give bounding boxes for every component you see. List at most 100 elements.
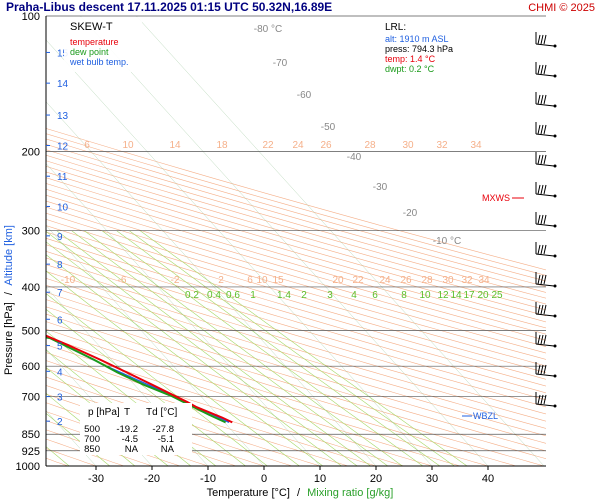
dry-adiabat-line xyxy=(46,177,546,323)
altitude-tick-label: 12 xyxy=(57,142,69,153)
wind-barb xyxy=(535,163,555,167)
adiabat-label: 26 xyxy=(400,275,412,286)
dry-adiabat-line xyxy=(46,212,546,360)
mixing-ratio-line xyxy=(71,230,388,466)
wind-barb xyxy=(537,124,541,135)
adiabat-label: 10 xyxy=(256,275,268,286)
dry-adiabat-line xyxy=(46,138,546,282)
x-tick-label: 20 xyxy=(370,473,382,485)
dry-adiabat-line xyxy=(46,128,546,271)
wind-barb xyxy=(540,64,544,75)
lrl-background xyxy=(380,17,485,77)
wind-barb xyxy=(535,313,555,317)
adiabat-label: -2 xyxy=(171,275,180,286)
wind-barb xyxy=(543,64,547,75)
table-cell-td-500: -27.8 xyxy=(152,424,174,435)
x-tick-label: -30 xyxy=(88,473,104,485)
wind-barb xyxy=(543,214,547,225)
table-cell-td-850: NA xyxy=(161,444,175,455)
wind-barb xyxy=(553,104,557,108)
adiabat-label: 20 xyxy=(332,275,344,286)
mixing-ratio-label: 4 xyxy=(351,290,357,301)
altitude-tick-label: 9 xyxy=(57,232,63,243)
isotherm-label: -20 xyxy=(403,208,418,219)
dry-adiabat-line xyxy=(46,188,546,335)
svg-text:Pressure [hPa] / A: Pressure [hPa] / Altitude [km] xyxy=(3,225,15,375)
wind-barb xyxy=(540,34,544,45)
chart-title: Praha-Libus descent 17.11.2025 01:15 UTC… xyxy=(6,0,332,14)
mixing-ratio-line xyxy=(140,230,468,466)
dry-adiabat-line xyxy=(46,257,546,408)
isotherm-line xyxy=(46,348,153,466)
wetbulb-profile xyxy=(46,335,230,424)
wind-barb xyxy=(537,64,541,75)
isotherm-line xyxy=(136,16,545,466)
legend-item-wetbulb: wet bulb temp. xyxy=(69,57,129,67)
wind-barb xyxy=(553,164,557,168)
dry-adiabat-line xyxy=(46,271,546,422)
x-axis-title-sep: / xyxy=(297,487,301,499)
wind-barb xyxy=(543,394,547,405)
copyright: CHMI © 2025 xyxy=(528,2,595,14)
mixing-ratio-label: 0.2 xyxy=(185,290,199,301)
x-tick-label: 10 xyxy=(314,473,326,485)
x-tick-label: -10 xyxy=(200,473,216,485)
mxws-marker: MXWS xyxy=(482,193,510,203)
mixing-ratio-label: 12 xyxy=(437,290,449,301)
wind-barb xyxy=(540,94,544,105)
lrl-title: LRL: xyxy=(385,22,406,33)
mixing-ratio-line xyxy=(116,230,441,466)
pressure-tick-label: 850 xyxy=(22,429,40,441)
adiabat-label: 14 xyxy=(169,140,181,151)
pressure-tick-label: 700 xyxy=(22,391,40,403)
altitude-tick-label: 5 xyxy=(57,342,63,353)
wind-barb xyxy=(543,184,547,195)
table-cell-td-700: -5.1 xyxy=(158,434,174,445)
table-cell-p-700: 700 xyxy=(84,434,100,445)
wind-barb xyxy=(535,103,555,107)
isotherm-line xyxy=(46,286,209,466)
wind-barb xyxy=(535,253,555,257)
wind-barb xyxy=(535,343,555,347)
table-cell-p-500: 500 xyxy=(84,424,100,435)
wind-barb xyxy=(537,244,541,255)
dry-adiabat-line xyxy=(46,277,546,429)
dry-adiabat-line xyxy=(46,231,546,380)
dry-adiabat-line xyxy=(46,154,546,299)
wind-barb xyxy=(540,334,544,345)
dry-adiabat-line xyxy=(46,206,546,354)
wind-barb xyxy=(540,154,544,165)
isotherm-label: -50 xyxy=(321,122,336,133)
isotherm-label: -60 xyxy=(297,90,312,101)
mixing-ratio-label: 25 xyxy=(491,290,503,301)
adiabat-label: -6 xyxy=(118,275,127,286)
wind-barb xyxy=(553,284,557,288)
altitude-tick-label: 14 xyxy=(57,79,69,90)
dry-adiabat-line xyxy=(46,244,546,394)
adiabat-label: 28 xyxy=(421,275,433,286)
wind-barb xyxy=(543,154,547,165)
mixing-ratio-line xyxy=(46,270,300,466)
mixing-ratio-line xyxy=(46,241,342,466)
altitude-tick-label: 6 xyxy=(57,315,63,326)
wind-barb xyxy=(535,403,555,407)
lrl-press: press: 794.3 hPa xyxy=(385,44,453,54)
altitude-tick-label: 3 xyxy=(57,393,63,404)
dry-adiabat-line xyxy=(46,143,546,288)
mixing-ratio-label: 17 xyxy=(463,290,475,301)
wind-barb xyxy=(540,244,544,255)
mixing-ratio-label: 20 xyxy=(477,290,489,301)
x-tick-label: 0 xyxy=(261,473,267,485)
wind-barb xyxy=(543,124,547,135)
mixing-ratio-label: 14 xyxy=(450,290,462,301)
wind-barb xyxy=(540,274,544,285)
wind-barb xyxy=(553,254,557,258)
wind-barb xyxy=(553,404,557,408)
mixing-ratio-label: 2 xyxy=(301,290,307,301)
wind-barb xyxy=(537,274,541,285)
y-axis-title: Pressure [hPa] / Altitude [km] xyxy=(3,225,15,375)
altitude-tick-label: 13 xyxy=(57,111,69,122)
pressure-tick-label: 1000 xyxy=(16,461,40,473)
adiabat-label: 6 xyxy=(84,140,90,151)
isotherms xyxy=(46,16,545,466)
